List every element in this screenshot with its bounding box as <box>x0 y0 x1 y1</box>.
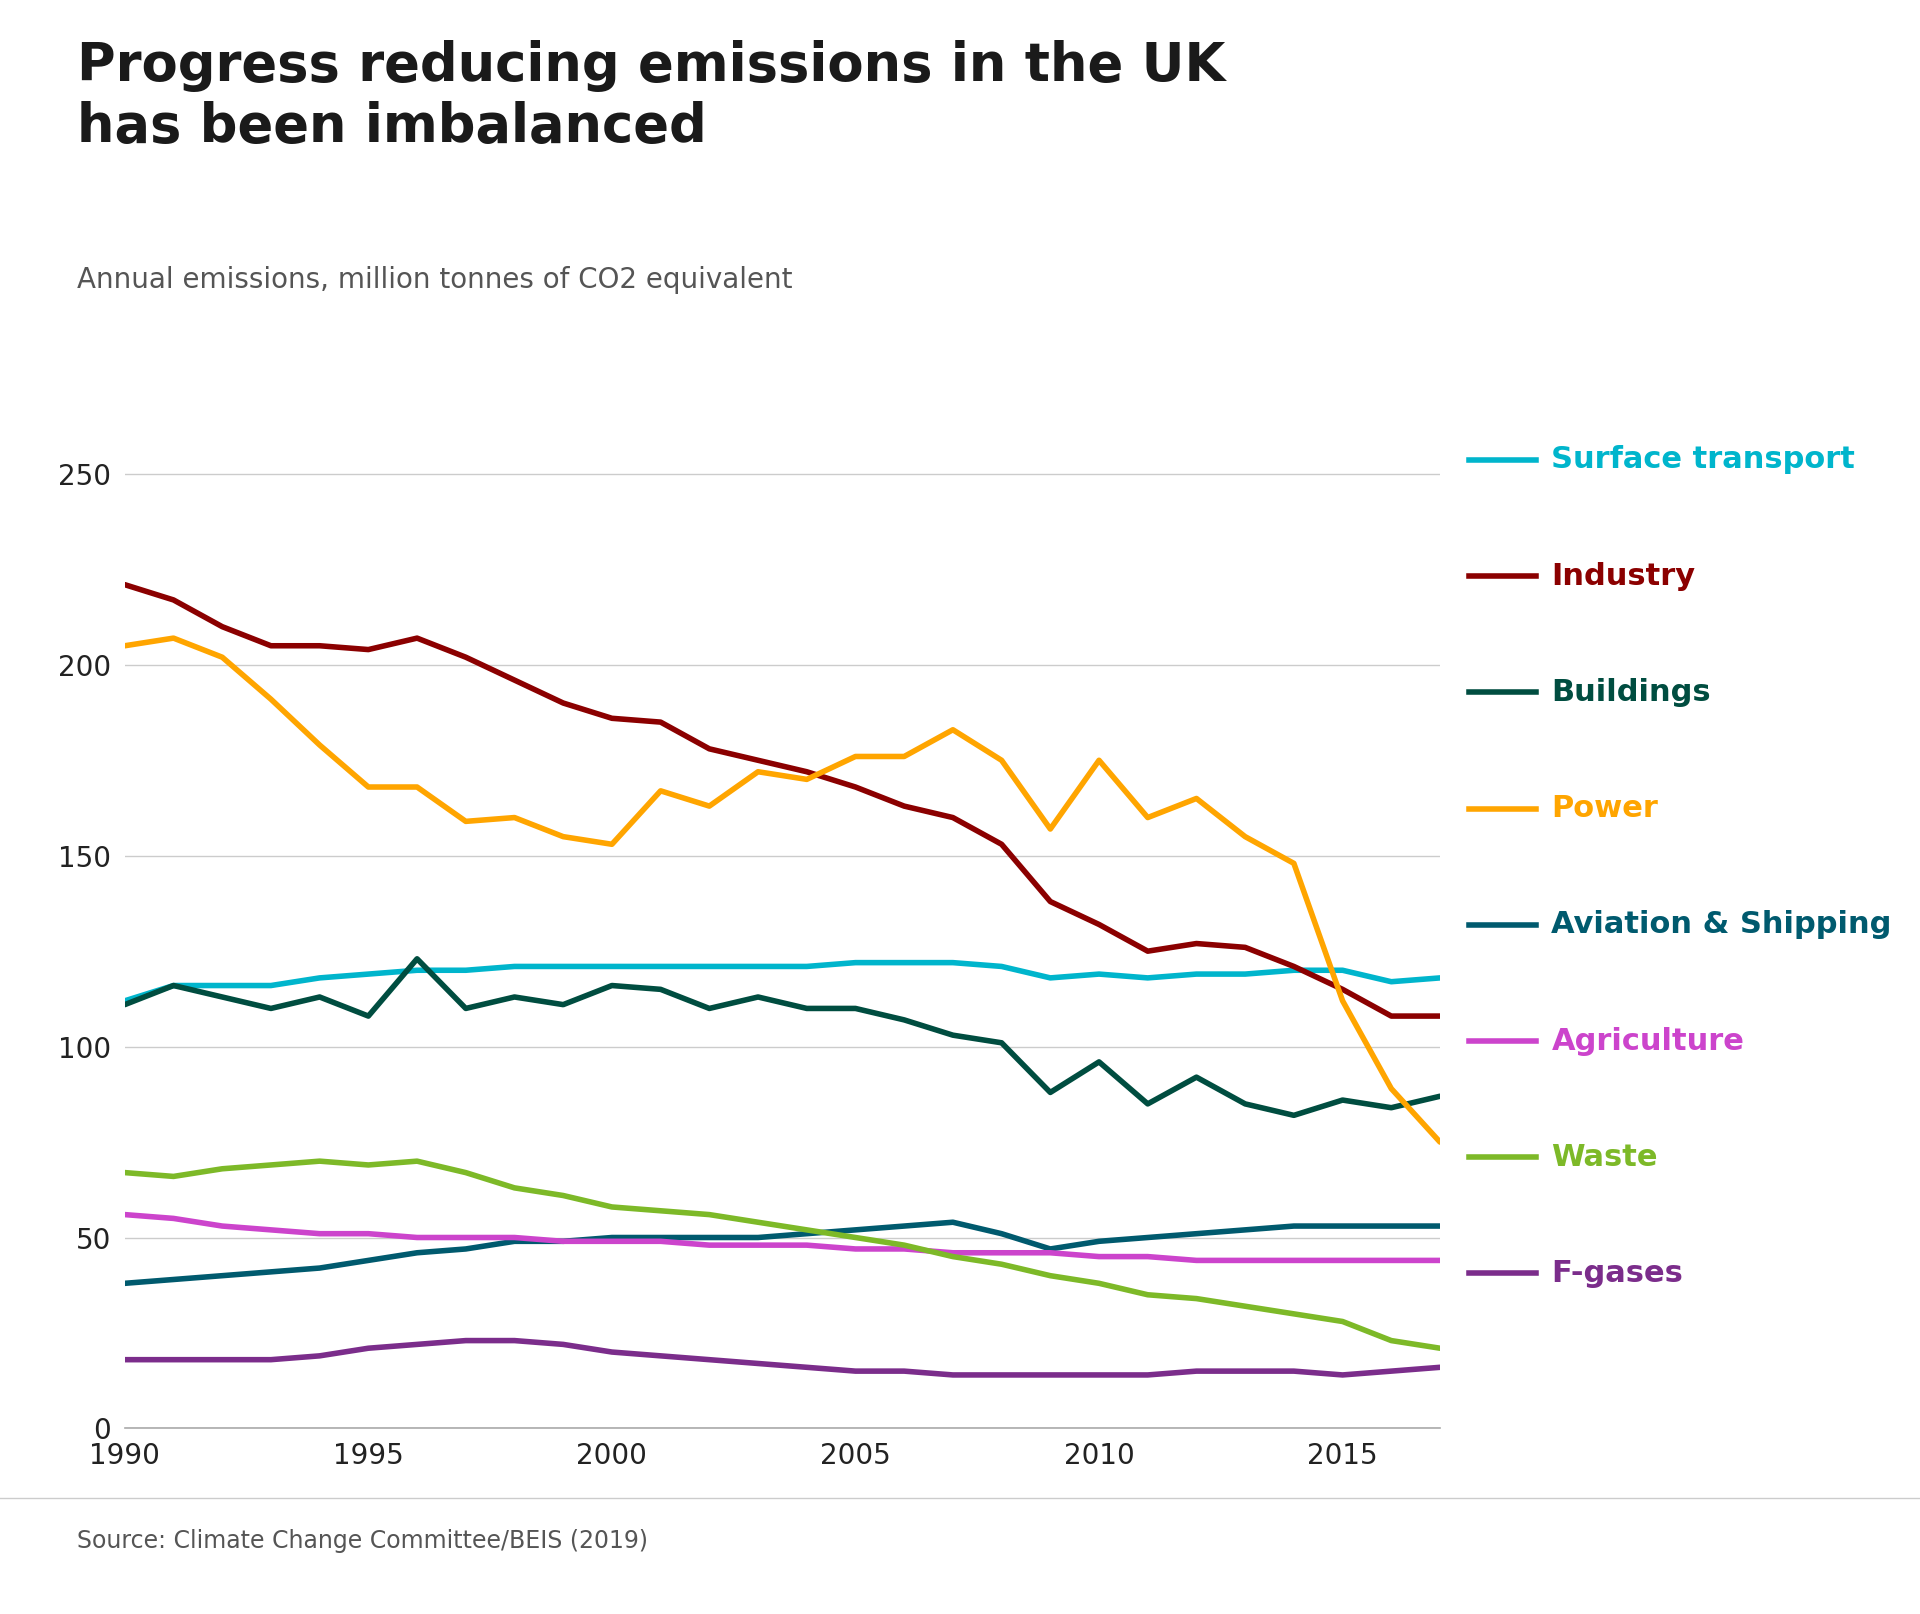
Text: BBC: BBC <box>1734 1540 1809 1572</box>
Text: Buildings: Buildings <box>1551 678 1711 707</box>
Text: Waste: Waste <box>1551 1143 1657 1172</box>
Text: Progress reducing emissions in the UK
has been imbalanced: Progress reducing emissions in the UK ha… <box>77 40 1225 153</box>
Text: Power: Power <box>1551 794 1659 823</box>
Text: Surface transport: Surface transport <box>1551 445 1855 475</box>
Text: F-gases: F-gases <box>1551 1259 1684 1288</box>
Text: Source: Climate Change Committee/BEIS (2019): Source: Climate Change Committee/BEIS (2… <box>77 1530 647 1553</box>
Text: Aviation & Shipping: Aviation & Shipping <box>1551 910 1891 939</box>
Text: Agriculture: Agriculture <box>1551 1027 1743 1056</box>
Text: Annual emissions, million tonnes of CO2 equivalent: Annual emissions, million tonnes of CO2 … <box>77 266 793 294</box>
Text: Industry: Industry <box>1551 562 1695 591</box>
